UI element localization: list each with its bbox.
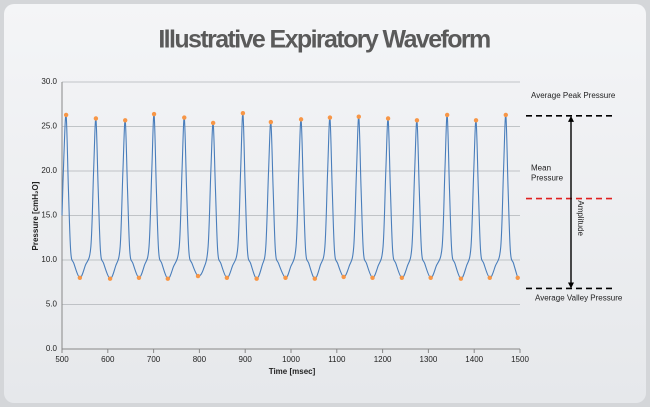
marker — [93, 116, 99, 121]
marker — [356, 114, 361, 119]
waveform-line — [61, 112, 519, 280]
marker — [195, 273, 201, 279]
arrow-head — [568, 282, 574, 289]
marker — [123, 118, 128, 123]
marker — [370, 275, 375, 280]
x-tick-label: 1500 — [511, 355, 529, 364]
marker — [240, 110, 246, 116]
y-tick-label: 5.0 — [46, 300, 58, 309]
marker — [487, 275, 492, 280]
marker — [224, 275, 230, 280]
marker — [444, 112, 450, 118]
marker — [165, 276, 170, 281]
y-tick-label: 10.0 — [41, 255, 57, 264]
x-tick-label: 600 — [101, 355, 115, 364]
marker — [107, 276, 113, 281]
marker — [327, 115, 333, 120]
y-tick-label: 30.0 — [41, 77, 57, 86]
marker — [63, 112, 69, 118]
x-tick-label: 1200 — [374, 355, 392, 364]
reference-label: Mean — [531, 164, 551, 173]
x-tick-label: 800 — [193, 355, 207, 364]
x-tick-label: 1300 — [420, 355, 438, 364]
chart-title: Illustrative Expiratory Waveform — [158, 26, 490, 54]
y-tick-label: 20.0 — [41, 166, 57, 175]
marker — [341, 274, 346, 280]
marker — [151, 111, 157, 117]
marker — [182, 115, 187, 120]
marker — [503, 112, 509, 118]
marker — [298, 117, 304, 122]
marker — [473, 118, 479, 123]
y-axis-title: Pressure [cmH₂O] — [31, 181, 40, 250]
marker — [77, 275, 83, 280]
y-tick-label: 15.0 — [41, 211, 57, 220]
x-axis-title: Time [msec] — [269, 367, 316, 376]
arrow-head — [568, 115, 574, 122]
reference-label: Average Peak Pressure — [531, 91, 616, 100]
marker — [414, 118, 420, 123]
marker — [458, 276, 464, 281]
y-tick-label: 25.0 — [41, 122, 57, 131]
marker — [268, 119, 274, 125]
marker — [515, 275, 520, 280]
x-tick-label: 1400 — [465, 355, 483, 364]
marker — [254, 276, 259, 281]
x-tick-label: 1100 — [328, 355, 346, 364]
marker — [428, 275, 433, 280]
x-tick-label: 900 — [239, 355, 253, 364]
marker — [210, 120, 216, 126]
marker — [283, 275, 288, 280]
card — [4, 4, 646, 403]
marker — [136, 275, 142, 280]
marker — [399, 275, 405, 280]
x-tick-label: 500 — [55, 355, 69, 364]
x-tick-label: 1000 — [282, 355, 300, 364]
amplitude-label: Amplitude — [576, 200, 585, 236]
reference-label: Pressure — [531, 174, 564, 183]
x-tick-label: 700 — [147, 355, 161, 364]
marker — [312, 276, 318, 281]
reference-label: Average Valley Pressure — [535, 294, 623, 303]
marker — [385, 116, 391, 121]
y-tick-label: 0.0 — [46, 344, 58, 353]
